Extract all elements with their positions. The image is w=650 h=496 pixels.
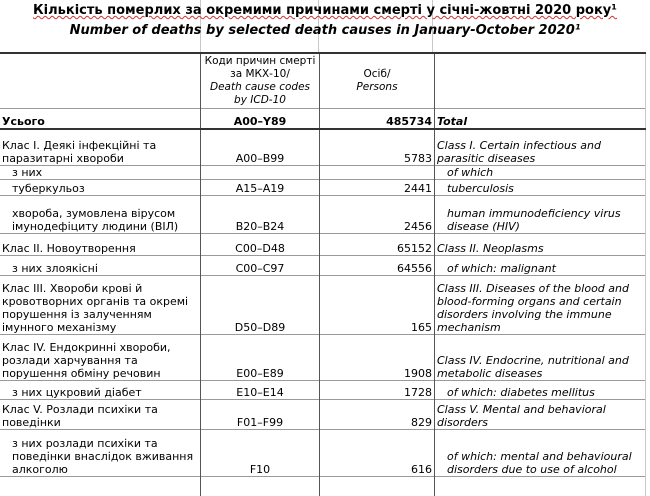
table-row	[0, 475, 646, 496]
table-row: з них of which	[0, 164, 646, 179]
table-row: Клас V. Розлади психіки та поведінки F01–…	[0, 398, 646, 429]
deaths-table: Коди причин смерті за МКХ-10/Death cause…	[0, 52, 646, 496]
header-persons[interactable]: Осіб/Persons	[319, 52, 435, 109]
table-row: з них розлади психіки та поведінки внасл…	[0, 428, 646, 476]
table-row: Клас III. Хвороби крові й кровотворних о…	[0, 274, 646, 334]
title-uk: Кількість померлих за окремими причинами…	[33, 3, 617, 18]
table-row: з них злоякісні C00–C97 64556 of which: mal…	[0, 254, 646, 275]
table-row: туберкульоз A15–A19 2441 tuberculosis	[0, 178, 646, 195]
table-row: хвороба, зумовлена вірусом імунодефіциту…	[0, 194, 646, 233]
title-en: Number of deaths by selected death cause…	[69, 23, 581, 38]
table-row: Усього A00–Y89 485734 Total	[0, 108, 646, 130]
table-row: Клас I. Деякі інфекційні та паразитарні …	[0, 128, 646, 165]
table-row: з них цукровий діабет E10–E14 1728 of which…	[0, 379, 646, 399]
table-row: Клас II. Новоутворення C00–D48 65152 Class …	[0, 232, 646, 255]
header-codes[interactable]: Коди причин смерті за МКХ-10/Death cause…	[200, 52, 320, 109]
table-row: Клас IV. Ендокринні хвороби, розлади хар…	[0, 333, 646, 380]
header-row: Коди причин смерті за МКХ-10/Death cause…	[0, 52, 646, 109]
